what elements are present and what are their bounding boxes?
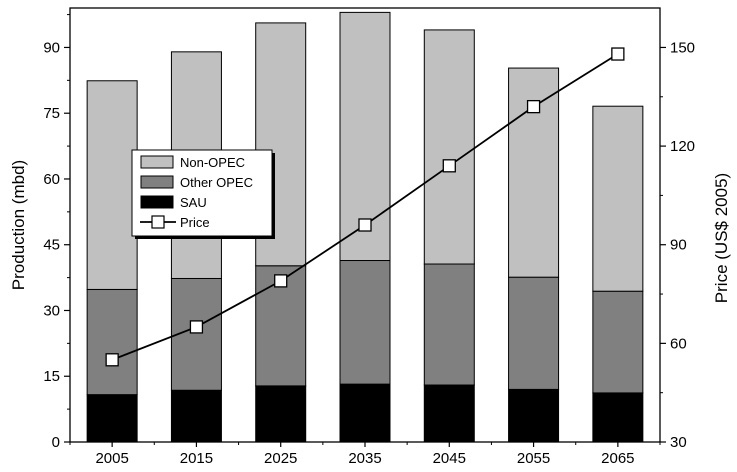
bar-sau-2015	[170, 389, 222, 443]
bars-layer	[86, 11, 644, 443]
legend-swatch-other-opec	[140, 175, 174, 189]
legend-label-sau: SAU	[180, 195, 207, 210]
price-marker-2065	[611, 47, 625, 61]
bar-sau-2065	[592, 392, 644, 443]
legend: Non-OPEC Other OPEC SAU Price	[131, 149, 275, 239]
bar-non-opec-2005	[86, 80, 138, 290]
x-tick-label-2065: 2065	[601, 450, 634, 467]
y-axis-left: 0 15 30 45 60 75 90	[43, 14, 70, 451]
y-right-tick-label-90: 90	[670, 237, 687, 254]
y-left-tick-label-15: 15	[43, 368, 60, 385]
y-left-tick-label-0: 0	[52, 434, 60, 451]
bar-other-opec-2045	[423, 263, 475, 386]
bar-other-opec-2065	[592, 290, 644, 394]
y-right-tick-label-60: 60	[670, 335, 687, 352]
legend-label-non-opec: Non-OPEC	[180, 155, 245, 170]
x-tick-label-2035: 2035	[348, 450, 381, 467]
x-tick-label-2005: 2005	[95, 450, 128, 467]
legend-marker-price	[151, 215, 165, 229]
legend-swatch-sau	[140, 195, 174, 209]
price-marker-2045	[442, 159, 456, 173]
price-marker-2005	[105, 353, 119, 367]
price-series	[105, 47, 625, 367]
bar-non-opec-2065	[592, 105, 644, 292]
legend-label-other-opec: Other OPEC	[180, 175, 253, 190]
y-left-tick-label-60: 60	[43, 171, 60, 188]
price-marker-2055	[526, 99, 541, 114]
y-right-tick-label-150: 150	[670, 39, 695, 56]
price-marker-2015	[189, 320, 204, 334]
price-marker-2035	[358, 218, 372, 232]
bar-sau-2035	[339, 383, 391, 443]
y-right-tick-label-30: 30	[670, 434, 687, 451]
x-tick-label-2055: 2055	[517, 450, 550, 467]
bar-sau-2005	[86, 394, 138, 443]
legend-label-price: Price	[180, 215, 210, 230]
x-tick-label-2015: 2015	[180, 450, 213, 467]
bar-other-opec-2035	[339, 260, 391, 385]
y-left-axis-title: Production (mbd)	[9, 160, 28, 290]
price-marker-2025	[274, 274, 288, 288]
y-right-axis-title: Price (US$ 2005)	[712, 173, 731, 303]
y-right-tick-label-120: 120	[670, 138, 695, 155]
legend-swatch-non-opec	[140, 155, 174, 169]
y-left-tick-label-30: 30	[43, 302, 60, 319]
bar-non-opec-2055	[508, 67, 560, 278]
bar-non-opec-2045	[423, 29, 475, 265]
bar-sau-2055	[508, 388, 560, 443]
y-left-tick-label-45: 45	[43, 237, 60, 254]
bar-sau-2045	[423, 384, 475, 443]
bar-sau-2025	[255, 385, 307, 443]
bar-other-opec-2055	[508, 276, 560, 390]
y-axis-right: 30 60 90 120 150	[660, 39, 695, 451]
bar-other-opec-2005	[86, 288, 138, 396]
y-left-tick-label-90: 90	[43, 39, 60, 56]
x-tick-label-2045: 2045	[433, 450, 466, 467]
x-axis: 2005 2015 2025 2035 2045 2055 2065	[69, 442, 661, 467]
y-left-tick-label-75: 75	[43, 105, 60, 122]
x-tick-label-2025: 2025	[264, 450, 297, 467]
